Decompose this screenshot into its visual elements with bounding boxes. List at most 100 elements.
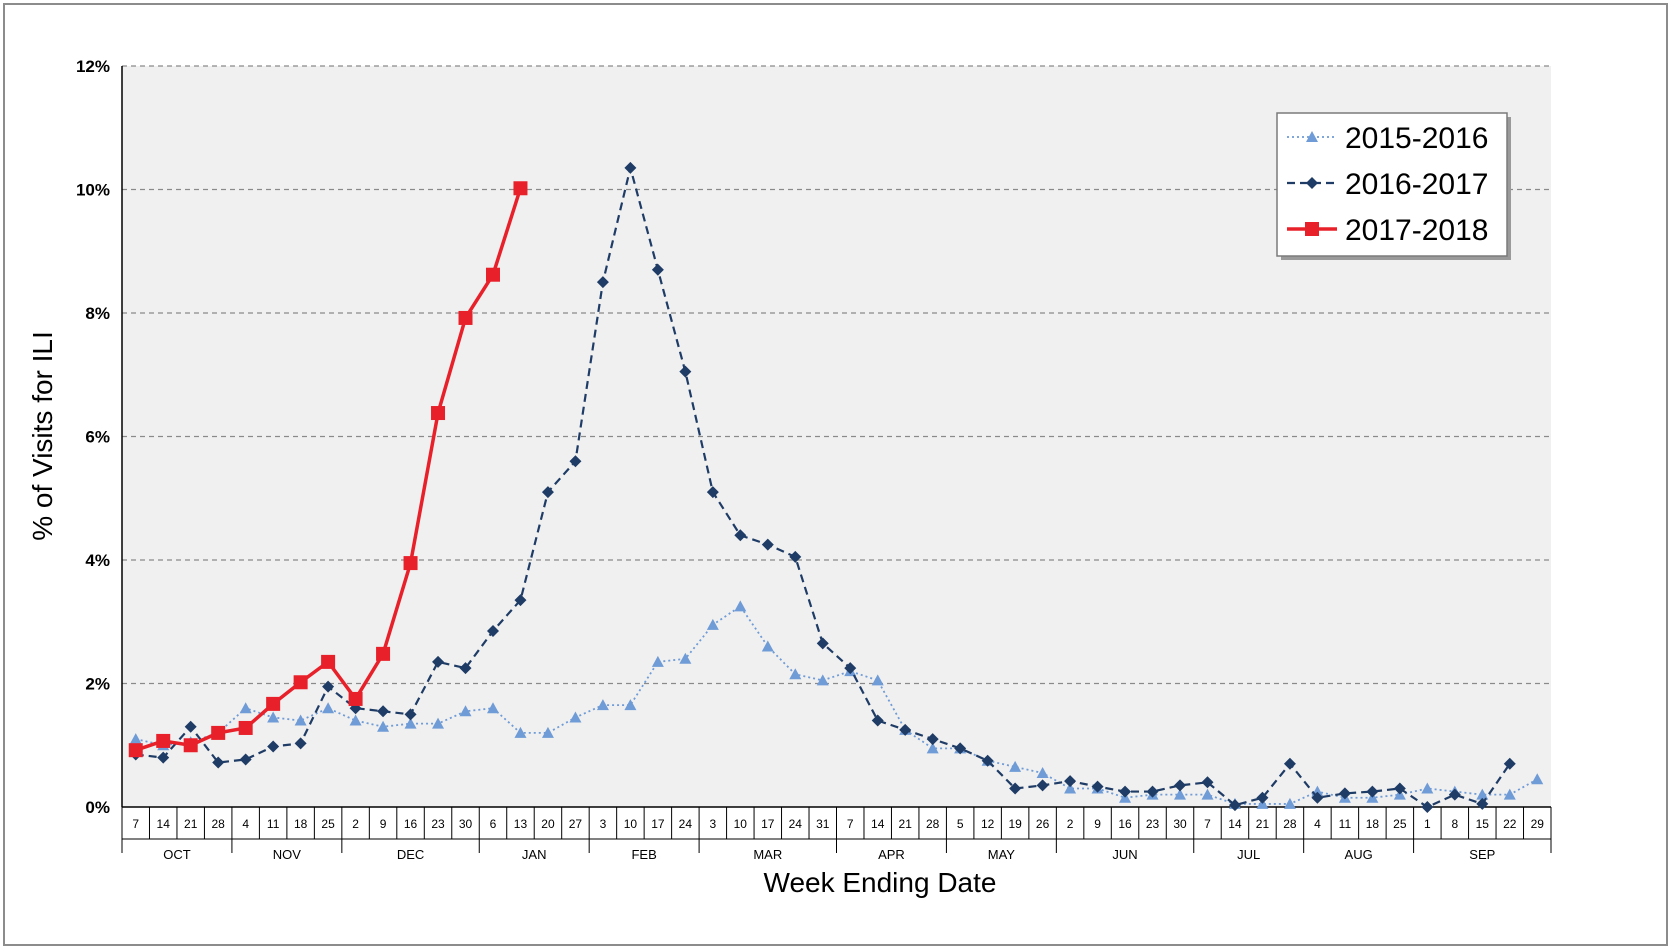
data-point: [1283, 757, 1296, 770]
data-point: [596, 699, 609, 711]
data-point: [1421, 782, 1434, 794]
data-point: [1256, 791, 1269, 804]
data-point: [349, 714, 362, 726]
data-point: [844, 662, 857, 675]
data-point: [266, 696, 281, 711]
month-label: OCT: [163, 847, 191, 862]
data-point: [294, 737, 307, 750]
data-point: [734, 529, 747, 542]
x-tick-label: 24: [679, 817, 693, 831]
month-label: JAN: [522, 847, 547, 862]
legend: 2015-2016 2016-2017 2017-2018: [1276, 112, 1511, 260]
x-tick-label: 7: [1204, 817, 1211, 831]
data-point: [322, 702, 335, 714]
data-point: [128, 743, 143, 758]
data-point: [513, 181, 528, 196]
data-point: [706, 618, 719, 630]
data-point: [899, 723, 912, 736]
month-label: JUN: [1112, 847, 1137, 862]
data-point: [267, 711, 280, 723]
x-tick-label: 18: [1366, 817, 1380, 831]
x-tick-label: 26: [1036, 817, 1050, 831]
x-tick-label: 12: [981, 817, 995, 831]
data-point: [212, 756, 225, 769]
data-point: [789, 550, 802, 563]
data-point: [541, 726, 554, 738]
x-tick-label: 31: [816, 817, 830, 831]
data-point: [183, 738, 198, 753]
x-tick-label: 4: [1314, 817, 1321, 831]
month-label: MAR: [753, 847, 782, 862]
data-point: [1393, 782, 1406, 795]
data-point: [1283, 797, 1296, 809]
y-tick-label: 0%: [85, 798, 110, 817]
data-point: [1306, 131, 1318, 142]
data-point: [679, 652, 692, 664]
data-point: [1064, 782, 1077, 794]
data-point: [1146, 785, 1159, 798]
x-tick-label: 29: [1531, 817, 1545, 831]
x-tick-label: 28: [1283, 817, 1297, 831]
month-label: APR: [878, 847, 905, 862]
data-point: [1421, 801, 1434, 813]
data-point: [1201, 788, 1214, 800]
x-tick-label: 21: [1256, 817, 1270, 831]
data-point: [761, 538, 774, 551]
series-line: [135, 605, 1538, 805]
data-point: [871, 674, 884, 686]
y-tick-label: 6%: [85, 428, 110, 447]
x-tick-label: 14: [157, 817, 171, 831]
y-tick-label: 2%: [85, 675, 110, 694]
x-tick-label: 19: [1008, 817, 1022, 831]
x-tick-label: 11: [267, 817, 280, 831]
y-tick-label: 4%: [85, 551, 110, 570]
data-point: [485, 267, 500, 282]
x-tick-label: 30: [459, 817, 473, 831]
data-point: [432, 655, 445, 668]
x-tick-label: 17: [761, 817, 775, 831]
data-point: [1503, 757, 1516, 770]
x-tick-label: 10: [734, 817, 748, 831]
x-tick-label: 5: [957, 817, 964, 831]
x-tick-label: 25: [1393, 817, 1407, 831]
data-point: [816, 637, 829, 650]
grid: [122, 65, 1551, 685]
data-point: [1531, 773, 1544, 785]
data-point: [376, 646, 391, 661]
x-tick-label: 2: [352, 817, 359, 831]
data-point: [1305, 222, 1319, 236]
data-point: [706, 486, 719, 499]
x-tick-label: 9: [1094, 817, 1101, 831]
x-tick-label: 14: [871, 817, 885, 831]
x-tick-label: 28: [212, 817, 226, 831]
x-tick-label: 16: [1118, 817, 1132, 831]
x-tick-label: 3: [600, 817, 607, 831]
data-point: [651, 263, 664, 276]
data-point: [377, 705, 390, 718]
x-tick-label: 23: [431, 817, 445, 831]
y-axis-ticks: 0% 2% 4% 6% 8% 10% 12%: [76, 57, 110, 817]
x-axis: 7 14 21 28 4 11 18 25 2 9 16 23 30 6 13 20 27 3 10 17 24 3 10 1…: [121, 66, 1552, 862]
x-tick-label: 15: [1476, 817, 1490, 831]
data-point: [293, 675, 308, 690]
x-tick-label: 6: [490, 817, 497, 831]
data-point: [486, 702, 499, 714]
data-point: [954, 742, 967, 755]
data-point: [734, 600, 747, 612]
x-tick-label: 9: [380, 817, 387, 831]
x-tick-label: 10: [624, 817, 638, 831]
data-point: [322, 680, 335, 693]
data-point: [157, 751, 170, 764]
data-point: [404, 717, 417, 729]
y-tick-label: 10%: [76, 181, 110, 200]
data-point: [294, 714, 307, 726]
month-label: DEC: [397, 847, 424, 862]
y-tick-label: 12%: [76, 57, 110, 76]
data-point: [239, 753, 252, 766]
data-point: [1476, 788, 1489, 800]
x-tick-label: 13: [514, 817, 528, 831]
x-tick-label: 14: [1228, 817, 1242, 831]
data-point: [1311, 791, 1324, 804]
x-tick-label: 24: [789, 817, 803, 831]
